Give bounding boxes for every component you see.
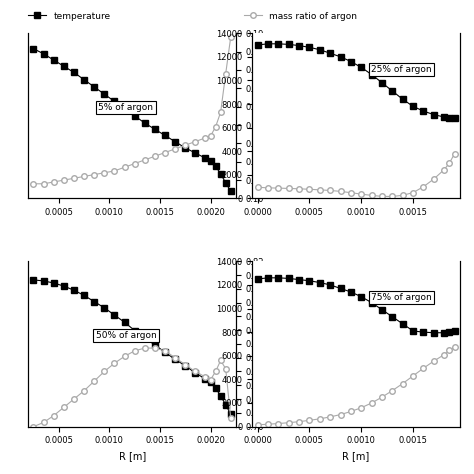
Text: 50% of argon: 50% of argon	[96, 331, 156, 340]
Legend: mass ratio of argon: mass ratio of argon	[240, 8, 361, 24]
X-axis label: R [m]: R [m]	[118, 451, 146, 461]
Text: 75% of argon: 75% of argon	[371, 293, 432, 302]
X-axis label: R [m]: R [m]	[343, 451, 370, 461]
Text: 25% of argon: 25% of argon	[372, 65, 432, 74]
Text: 5% of argon: 5% of argon	[99, 103, 154, 112]
Legend: temperature: temperature	[25, 8, 114, 24]
